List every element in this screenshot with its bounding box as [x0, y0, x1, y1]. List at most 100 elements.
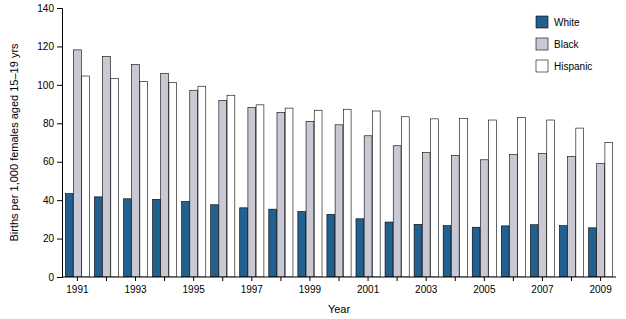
- bar: [74, 50, 82, 277]
- bar: [132, 65, 140, 277]
- x-tick-mark: [251, 277, 252, 281]
- bar-series: [82, 76, 613, 277]
- x-tick-mark: [164, 277, 165, 281]
- y-axis-line: [57, 9, 63, 278]
- y-axis-title: Births per 1,000 females aged 15–19 yrs: [8, 43, 20, 242]
- y-tick-mark: [57, 162, 62, 163]
- x-tick-mark: [513, 277, 514, 281]
- bar: [65, 194, 73, 277]
- bar: [140, 81, 148, 277]
- bar: [327, 214, 335, 277]
- x-tick-label: 1999: [299, 284, 322, 295]
- bar: [372, 111, 380, 277]
- bar: [298, 211, 306, 277]
- y-axis: 020406080100120140: [37, 3, 62, 283]
- bar: [547, 120, 555, 277]
- bar: [314, 110, 322, 277]
- x-tick-mark: [106, 277, 107, 281]
- plot: 0204060801001201401991199319951997199920…: [37, 3, 616, 295]
- x-tick: 1991: [66, 277, 89, 295]
- legend-swatch: [536, 16, 548, 28]
- bar: [422, 153, 430, 277]
- bar-series: [74, 50, 605, 277]
- y-tick: 140: [37, 3, 62, 14]
- x-tick-mark: [600, 277, 601, 281]
- bar: [518, 118, 526, 277]
- bar: [385, 222, 393, 277]
- x-tick-mark: [542, 277, 543, 281]
- x-tick-mark: [426, 277, 427, 281]
- y-tick-label: 120: [37, 41, 54, 52]
- bar: [277, 112, 285, 277]
- bar: [605, 142, 613, 277]
- x-tick: 1997: [241, 277, 264, 295]
- bar: [198, 86, 206, 277]
- bar: [94, 197, 102, 277]
- y-tick: 60: [43, 156, 62, 167]
- bar: [559, 226, 567, 277]
- y-tick-mark: [57, 239, 62, 240]
- bar: [597, 164, 605, 277]
- bar: [269, 209, 277, 277]
- x-axis-title: Year: [328, 303, 351, 315]
- x-tick-mark: [397, 277, 398, 281]
- y-tick-mark: [57, 277, 62, 278]
- bar: [414, 224, 422, 277]
- chart: 0204060801001201401991199319951997199920…: [0, 0, 626, 319]
- x-tick: [222, 277, 223, 281]
- bar: [356, 219, 364, 277]
- x-tick: [513, 277, 514, 281]
- x-tick: [571, 277, 572, 281]
- x-tick-mark: [309, 277, 310, 281]
- x-tick-label: 1995: [183, 284, 206, 295]
- x-tick: 2001: [357, 277, 380, 295]
- x-tick-mark: [77, 277, 78, 281]
- y-tick-mark: [57, 46, 62, 47]
- x-tick-mark: [455, 277, 456, 281]
- y-tick: 20: [43, 233, 62, 244]
- y-tick-label: 0: [48, 272, 54, 283]
- y-tick-label: 100: [37, 80, 54, 91]
- y-tick-mark: [57, 123, 62, 124]
- bar: [431, 119, 439, 277]
- x-tick-label: 1991: [66, 284, 89, 295]
- bar: [589, 228, 597, 277]
- bar: [443, 226, 451, 277]
- x-tick-mark: [280, 277, 281, 281]
- bar: [182, 201, 190, 277]
- bar: [169, 82, 177, 277]
- bar: [576, 128, 584, 277]
- bar: [472, 227, 480, 277]
- legend-label: Black: [554, 39, 579, 50]
- legend-label: White: [554, 17, 580, 28]
- legend-swatch: [536, 38, 548, 50]
- legend-item: White: [536, 16, 580, 28]
- y-tick-mark: [57, 8, 62, 9]
- x-tick: 2005: [473, 277, 496, 295]
- bar: [343, 109, 351, 277]
- x-tick: 2003: [415, 277, 438, 295]
- x-tick-mark: [222, 277, 223, 281]
- x-tick: 1995: [183, 277, 206, 295]
- legend-swatch: [536, 60, 548, 72]
- x-tick-label: 1993: [124, 284, 147, 295]
- x-tick: [164, 277, 165, 281]
- x-axis: 1991199319951997199920012003200520072009: [62, 277, 616, 295]
- bar: [211, 205, 219, 277]
- x-tick-label: 2003: [415, 284, 438, 295]
- bar: [285, 108, 293, 277]
- y-tick: 0: [48, 272, 62, 283]
- x-tick: 1999: [299, 277, 322, 295]
- y-tick-mark: [57, 200, 62, 201]
- legend-label: Hispanic: [554, 61, 592, 72]
- bar: [161, 74, 169, 277]
- bar: [306, 121, 314, 277]
- x-tick: [339, 277, 340, 281]
- bar: [501, 226, 509, 277]
- bars: [65, 50, 612, 277]
- legend: White Black Hispanic: [536, 16, 592, 72]
- x-tick: 2009: [589, 277, 612, 295]
- x-tick: [106, 277, 107, 281]
- y-tick: 100: [37, 80, 62, 91]
- y-tick: 120: [37, 41, 62, 52]
